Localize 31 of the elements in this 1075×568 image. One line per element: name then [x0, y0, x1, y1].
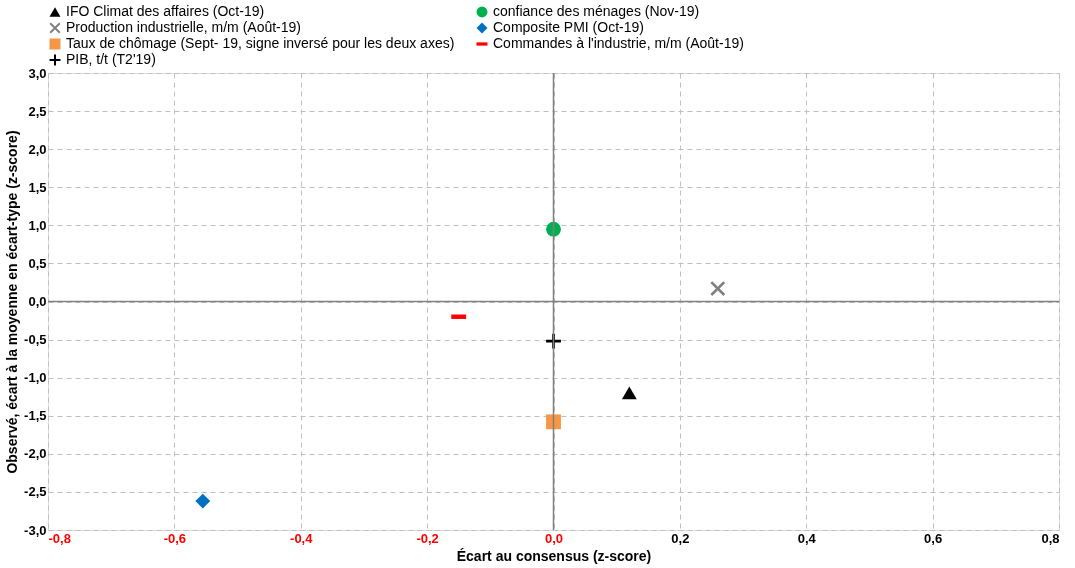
- x-tick-label: -0,8: [48, 530, 71, 546]
- y-tick-label: 2,5: [28, 103, 47, 119]
- legend-label: Commandes à l'industrie, m/m (Août-19): [493, 35, 744, 51]
- x-tick-label: 0,0: [544, 530, 564, 546]
- x-tick-label: 0,8: [1041, 530, 1060, 546]
- legend-label: confiance des ménages (Nov-19): [493, 3, 700, 19]
- y-tick-label: -1,5: [24, 408, 47, 424]
- y-tick-label: 2,0: [28, 141, 47, 157]
- y-axis-title: Observé, écart à la moyenne en écart-type (z-score): [4, 130, 21, 474]
- x-tick-label: 0,6: [924, 530, 943, 546]
- legend-label: Composite PMI (Oct-19): [493, 19, 644, 35]
- y-tick-label: 1,5: [28, 179, 47, 195]
- legend-label: PIB, t/t (T2'19): [66, 51, 156, 67]
- x-tick-label: -0,6: [163, 530, 187, 546]
- y-tick-label: 0,0: [28, 294, 47, 309]
- x-tick-label: -0,2: [416, 530, 439, 546]
- y-tick-label: 3,0: [28, 65, 47, 81]
- y-tick-label: 0,5: [28, 255, 47, 271]
- y-tick-label: -2,5: [24, 484, 47, 500]
- y-tick-label: 1,0: [28, 217, 47, 233]
- x-tick-label: 0,2: [671, 530, 690, 546]
- x-tick-label: 0,4: [797, 530, 817, 546]
- y-tick-label: -1,0: [24, 370, 47, 386]
- x-tick-label: -0,4: [290, 530, 314, 546]
- legend-label: IFO Climat des affaires (Oct-19): [66, 3, 265, 19]
- y-tick-label: -2,0: [24, 446, 47, 462]
- y-tick-label: -3,0: [24, 522, 47, 538]
- legend-label: Taux de chômage (Sept- 19, signe inversé pour les deux axes): [66, 35, 455, 51]
- x-axis-title: Écart au consensus (z-score): [456, 547, 652, 564]
- legend-label: Production industrielle, m/m (Août-19): [66, 19, 301, 35]
- y-tick-label: -0,5: [24, 332, 47, 348]
